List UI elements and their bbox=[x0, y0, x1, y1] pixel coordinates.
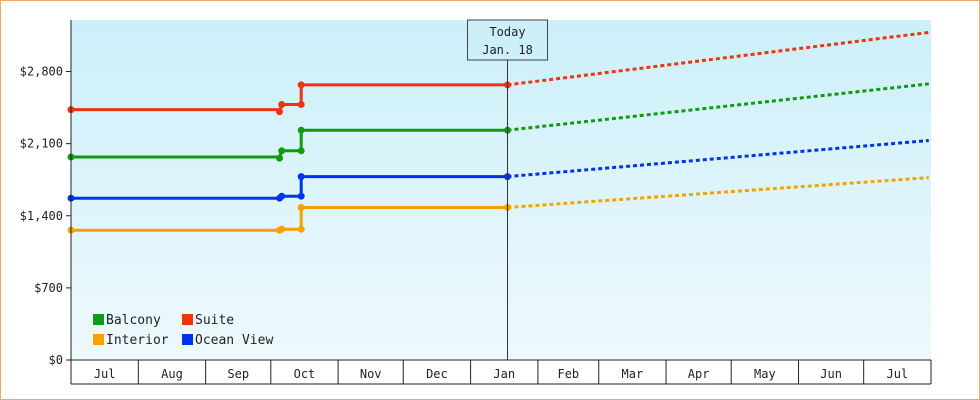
x-month-label: Apr bbox=[688, 367, 710, 381]
plot-background bbox=[71, 20, 931, 360]
legend-label: Interior bbox=[106, 333, 169, 348]
data-point bbox=[297, 101, 305, 108]
data-point bbox=[297, 147, 305, 155]
legend-swatch bbox=[182, 314, 193, 325]
legend-label: Ocean View bbox=[195, 333, 273, 348]
y-tick-label: $700 bbox=[34, 281, 63, 295]
data-point bbox=[297, 192, 305, 200]
legend-swatch bbox=[182, 334, 193, 345]
series-projection-line bbox=[507, 139, 929, 179]
x-month-label: Nov bbox=[360, 367, 382, 381]
x-month-label: Oct bbox=[294, 367, 316, 381]
series-interior bbox=[67, 176, 929, 234]
y-axis-ticks: $0 $700 $1,400 $2,100 $2,800 bbox=[20, 65, 71, 367]
legend-item: Interior bbox=[93, 333, 169, 348]
legend-item: Suite bbox=[182, 313, 234, 328]
x-month-label: Jul bbox=[94, 367, 116, 381]
x-month-label: May bbox=[754, 367, 776, 381]
legend-swatch bbox=[93, 334, 104, 345]
series-history-line bbox=[71, 206, 508, 232]
series-projection-line bbox=[507, 30, 929, 87]
today-box bbox=[467, 19, 549, 61]
today-date-label: Jan. 18 bbox=[482, 43, 533, 57]
y-tick-label: $2,100 bbox=[20, 137, 63, 151]
y-tick-label: $1,400 bbox=[20, 209, 63, 223]
data-point bbox=[297, 173, 305, 181]
legend-swatch bbox=[93, 314, 104, 325]
legend-label: Balcony bbox=[106, 313, 161, 328]
data-point bbox=[278, 147, 286, 155]
x-month-label: Aug bbox=[161, 367, 183, 381]
data-point bbox=[297, 225, 305, 233]
data-point bbox=[278, 101, 286, 108]
series-history-line bbox=[71, 175, 508, 200]
legend-item: Balcony bbox=[93, 313, 161, 328]
legend: Balcony Suite Interior Ocean View bbox=[93, 313, 273, 348]
today-marker: Today Jan. 18 bbox=[467, 19, 549, 360]
x-month-label: Feb bbox=[557, 367, 579, 381]
data-point bbox=[297, 126, 305, 134]
series-balcony bbox=[67, 82, 929, 162]
x-month-label: Jan bbox=[493, 367, 515, 381]
y-tick-label: $2,800 bbox=[20, 65, 63, 79]
x-month-label: Sep bbox=[227, 367, 249, 381]
series-projection-line bbox=[507, 82, 929, 132]
legend-label: Suite bbox=[195, 313, 234, 328]
data-point bbox=[297, 204, 305, 211]
y-tick-label: $0 bbox=[49, 353, 63, 367]
legend-item: Ocean View bbox=[182, 333, 273, 348]
data-point bbox=[278, 225, 286, 233]
data-point bbox=[278, 192, 286, 200]
x-axis-ticks: Jul Aug Sep Oct Nov Dec Jan Feb Mar Apr May Jun Jul bbox=[70, 360, 932, 385]
data-point bbox=[276, 108, 283, 116]
x-month-label: Jun bbox=[820, 367, 842, 381]
x-month-label: Mar bbox=[622, 367, 644, 381]
today-label: Today bbox=[489, 25, 525, 39]
x-month-label: Dec bbox=[426, 367, 448, 381]
data-point bbox=[276, 154, 283, 162]
series-layer bbox=[67, 30, 929, 234]
data-point bbox=[297, 81, 305, 89]
series-suite bbox=[67, 30, 929, 116]
series-projection-line bbox=[507, 176, 929, 209]
x-month-label: Jul bbox=[886, 367, 908, 381]
